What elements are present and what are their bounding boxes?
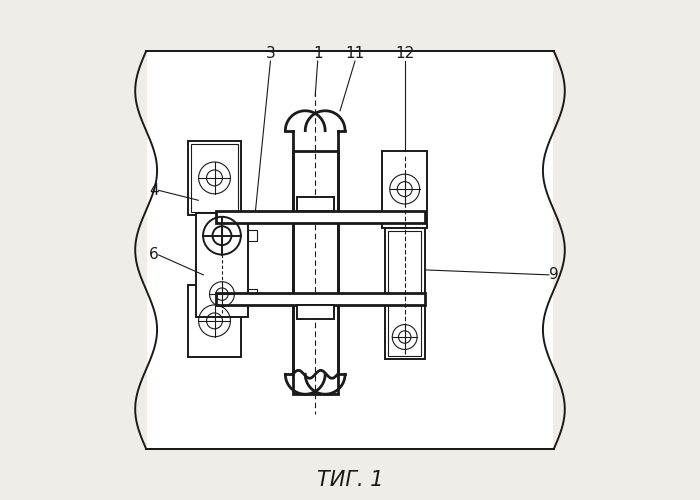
Bar — [102, 2, 147, 498]
Text: 4: 4 — [149, 183, 159, 198]
Bar — [196, 212, 248, 317]
Bar — [146, 51, 554, 449]
Bar — [297, 304, 334, 318]
Bar — [389, 231, 421, 356]
Bar — [216, 294, 425, 304]
Bar — [382, 150, 427, 228]
Bar — [248, 288, 257, 300]
Bar — [188, 140, 241, 215]
Bar — [297, 198, 334, 211]
Text: ΤИГ. 1: ΤИГ. 1 — [317, 470, 384, 490]
Text: 12: 12 — [395, 46, 414, 61]
Text: 11: 11 — [345, 46, 365, 61]
Text: 1: 1 — [313, 46, 323, 61]
Bar — [553, 2, 598, 498]
Bar — [385, 228, 425, 360]
Bar — [216, 211, 425, 222]
Text: 6: 6 — [149, 248, 159, 262]
Bar — [191, 144, 237, 212]
Bar — [248, 230, 257, 241]
Text: 3: 3 — [265, 46, 275, 61]
Bar — [293, 150, 337, 394]
Bar — [188, 285, 241, 357]
Text: 9: 9 — [549, 268, 559, 282]
